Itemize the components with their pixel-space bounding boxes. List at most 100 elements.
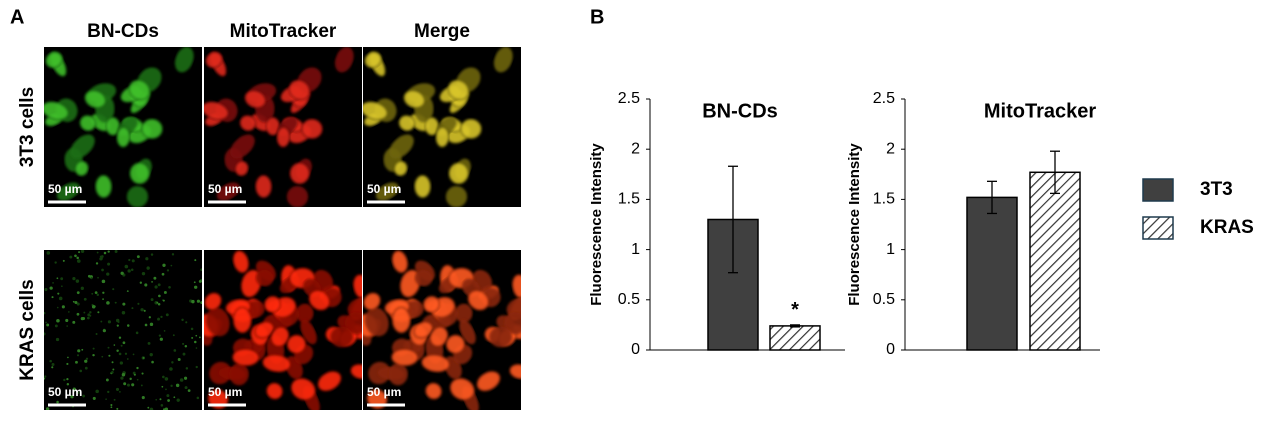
speckle: [102, 291, 105, 294]
speckle: [163, 330, 166, 332]
cell: [389, 134, 414, 159]
cell: [216, 182, 240, 201]
speckle: [131, 259, 135, 263]
cell: [448, 162, 469, 185]
speckle: [122, 341, 126, 345]
speckle: [79, 369, 83, 373]
speckle: [86, 316, 90, 320]
speckle: [162, 375, 165, 379]
speckle: [157, 302, 161, 306]
cell: [84, 90, 107, 109]
speckle: [140, 308, 144, 312]
cell: [141, 118, 163, 140]
speckle: [111, 370, 114, 374]
speckle: [159, 398, 162, 401]
row-label: 3T3 cells: [17, 87, 38, 167]
speckle: [51, 362, 55, 366]
speckle: [195, 365, 198, 369]
cell: [425, 382, 443, 400]
speckle: [184, 345, 188, 348]
speckle: [120, 271, 124, 275]
legend-label: 3T3: [1200, 179, 1233, 200]
speckle: [67, 311, 70, 313]
speckle: [153, 276, 157, 280]
speckle: [154, 285, 158, 289]
cell: [334, 47, 354, 73]
speckle: [137, 302, 140, 305]
bar: [769, 325, 821, 351]
speckle: [107, 390, 110, 394]
speckle: [105, 398, 107, 401]
speckle: [100, 320, 103, 323]
speckle: [195, 334, 198, 337]
speckle: [62, 259, 65, 262]
cell: [204, 101, 229, 121]
speckle: [89, 311, 92, 314]
speckle: [175, 383, 180, 388]
speckle: [141, 396, 145, 400]
speckle: [162, 263, 166, 267]
cell: [232, 348, 260, 367]
speckle: [182, 352, 186, 356]
cell: [255, 174, 273, 199]
cell: [467, 289, 490, 311]
speckle: [97, 311, 100, 314]
column-header: Merge: [414, 21, 470, 42]
speckle: [107, 320, 111, 324]
speckle: [63, 378, 66, 382]
speckle: [176, 398, 180, 402]
speckle: [44, 332, 46, 336]
significance: *: [791, 299, 799, 321]
speckle: [51, 296, 54, 299]
speckle: [60, 277, 64, 281]
speckle: [149, 407, 154, 410]
speckle: [99, 257, 103, 261]
cell: [459, 319, 476, 345]
speckle: [96, 251, 99, 254]
micrograph: [363, 47, 521, 207]
speckle: [96, 293, 100, 297]
cell: [79, 114, 97, 132]
speckle: [162, 299, 165, 302]
speckle: [99, 255, 102, 258]
speckle: [76, 354, 80, 357]
speckle: [133, 373, 136, 376]
cell: [330, 326, 353, 348]
speckle: [66, 382, 70, 386]
speckle: [195, 347, 198, 349]
speckle: [167, 399, 170, 402]
cell: [290, 377, 316, 401]
y-tick-label: 0: [631, 341, 640, 358]
speckle: [83, 297, 87, 301]
speckle: [122, 302, 126, 306]
speckle: [112, 288, 115, 291]
speckle: [61, 305, 65, 309]
speckle: [67, 356, 69, 359]
micrograph: [204, 250, 362, 410]
speckle: [198, 279, 202, 283]
speckle: [76, 302, 80, 306]
speckle: [51, 366, 54, 369]
micrograph: [44, 250, 202, 410]
bar: [1029, 171, 1081, 351]
speckle: [181, 318, 184, 322]
speckle: [159, 337, 163, 341]
speckle: [92, 396, 96, 400]
speckle: [185, 321, 188, 324]
speckle: [173, 396, 176, 399]
speckle: [55, 337, 60, 342]
bar: [966, 196, 1018, 351]
cell: [489, 326, 512, 348]
speckle: [87, 313, 91, 317]
cell: [447, 79, 470, 101]
micrograph: [363, 250, 521, 410]
speckle: [143, 309, 146, 312]
speckle: [66, 377, 69, 381]
speckle: [168, 285, 171, 289]
speckle: [187, 389, 191, 392]
cell: [205, 51, 223, 69]
speckle: [74, 301, 78, 304]
speckle: [106, 272, 110, 276]
speckle: [145, 257, 149, 261]
cell: [174, 47, 194, 73]
